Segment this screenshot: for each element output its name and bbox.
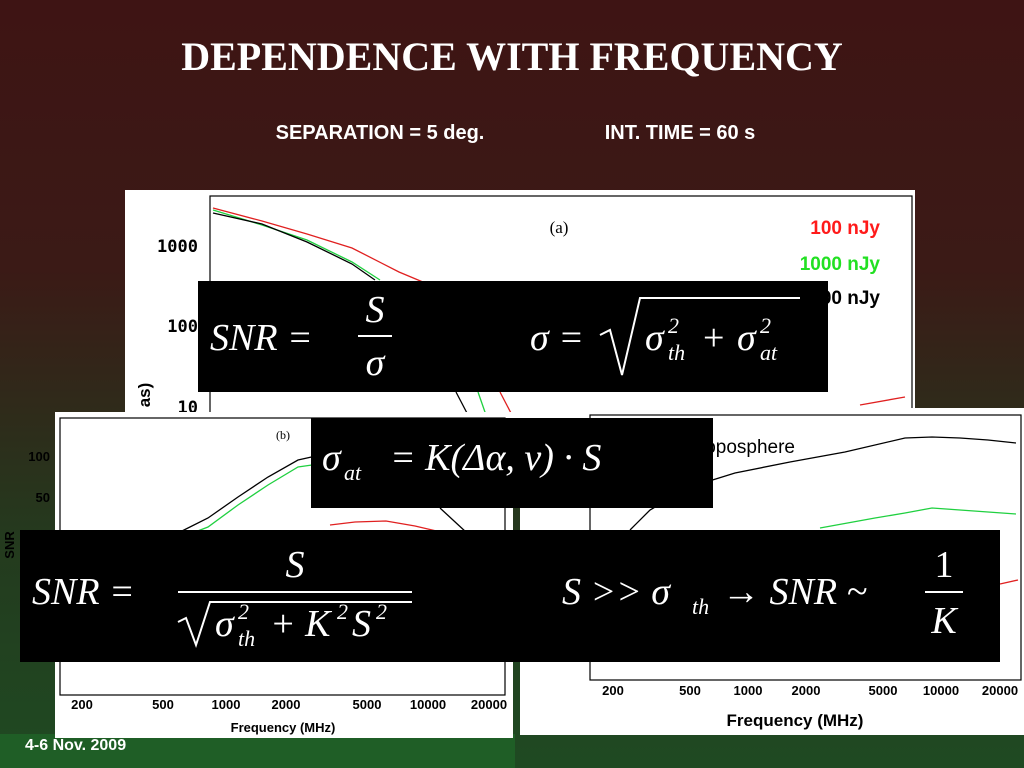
x-tick-label: 200 — [602, 683, 624, 698]
x-tick-label: 500 — [152, 697, 174, 712]
x-axis-label: Frequency (MHz) — [231, 720, 336, 735]
x-tick-label: 5000 — [353, 697, 382, 712]
eq-lhs: SNR = — [210, 317, 313, 359]
eq-num: S — [366, 289, 385, 331]
int-time: INT. TIME = 60 s — [605, 122, 756, 144]
footer-date: 4-6 Nov. 2009 — [25, 737, 126, 754]
curve — [455, 391, 469, 416]
panel-label: (b) — [276, 428, 290, 442]
curve — [999, 579, 1019, 585]
x-axis-label: Frequency (MHz) — [727, 711, 864, 730]
footer-bar — [0, 734, 515, 768]
eq-term: + K — [270, 603, 332, 645]
eq-term: σ — [322, 437, 342, 479]
eq-sub: th — [668, 340, 685, 365]
eq-num: 1 — [935, 544, 954, 586]
x-tick-label: 2000 — [272, 697, 301, 712]
eq-lhs: SNR = — [32, 571, 135, 613]
eq-mid: → SNR ~ — [722, 571, 867, 613]
curve — [212, 212, 376, 281]
curve — [499, 391, 513, 416]
eq-sup: 2 — [760, 313, 771, 338]
eq-op: + — [703, 317, 724, 359]
x-tick-label: 5000 — [869, 683, 898, 698]
box — [20, 530, 1000, 662]
annotation: Troposphere — [688, 437, 795, 458]
equation-box: SNR = S σ 2 th + K 2 S 2 S >> σ th → SNR… — [20, 530, 1000, 662]
curve — [477, 391, 487, 416]
x-tick-label: 500 — [679, 683, 701, 698]
eq-sub: at — [760, 340, 778, 365]
x-ticks: 200 500 1000 2000 5000 10000 20000 — [71, 697, 507, 712]
eq-term: S — [352, 603, 371, 645]
eq-sup: 2 — [376, 599, 387, 624]
curve — [859, 396, 906, 406]
x-tick-label: 1000 — [212, 697, 241, 712]
x-tick-label: 2000 — [792, 683, 821, 698]
panel-label: (a) — [550, 218, 569, 237]
separation: SEPARATION = 5 deg. — [276, 122, 485, 144]
x-tick-label: 20000 — [982, 683, 1018, 698]
eq-sub: th — [238, 626, 255, 651]
curve — [179, 453, 326, 533]
legend-entry: 1000 nJy — [800, 254, 881, 275]
legend-entry: 100 nJy — [810, 218, 880, 239]
eq-den: K — [930, 600, 958, 642]
box — [311, 418, 713, 508]
box — [198, 281, 828, 392]
equation-box: SNR = S σ σ = σ 2 th + σ 2 at — [198, 281, 828, 392]
x-tick-label: 10000 — [410, 697, 446, 712]
y-axis-label: SNR — [2, 531, 17, 559]
x-tick-label: 20000 — [471, 697, 507, 712]
eq-term: σ — [737, 317, 757, 359]
eq-lhs: S >> σ — [562, 571, 671, 613]
x-tick-label: 1000 — [734, 683, 763, 698]
sqrt — [599, 297, 800, 376]
y-axis-label: as) — [135, 383, 154, 408]
eq-sub: th — [692, 594, 709, 619]
equation-box: σ at = K(Δα, ν) · S — [311, 418, 713, 508]
eq-term: σ — [215, 603, 235, 645]
y-tick-label: 100 — [28, 449, 50, 464]
x-tick-label: 200 — [71, 697, 93, 712]
curve — [212, 207, 431, 286]
y-tick-label: 1000 — [157, 237, 198, 257]
eq-term: σ — [645, 317, 665, 359]
eq-sup: 2 — [238, 599, 249, 624]
curve — [194, 464, 313, 533]
eq-lhs: σ = — [530, 317, 584, 359]
slide-title: DEPENDENCE WITH FREQUENCY — [181, 34, 843, 79]
eq-sup: 2 — [337, 599, 348, 624]
x-ticks: 200 500 1000 2000 5000 10000 20000 — [602, 683, 1018, 698]
sqrt — [177, 601, 412, 649]
eq-sup: 2 — [668, 313, 679, 338]
eq-rhs: = K(Δα, ν) · S — [390, 437, 601, 479]
y-tick-label: 50 — [36, 490, 50, 505]
eq-num: S — [286, 544, 305, 586]
x-tick-label: 10000 — [923, 683, 959, 698]
eq-sub: at — [344, 460, 362, 485]
eq-den: σ — [366, 342, 386, 384]
y-tick-label: 100 — [167, 317, 198, 337]
curve — [819, 507, 1017, 529]
